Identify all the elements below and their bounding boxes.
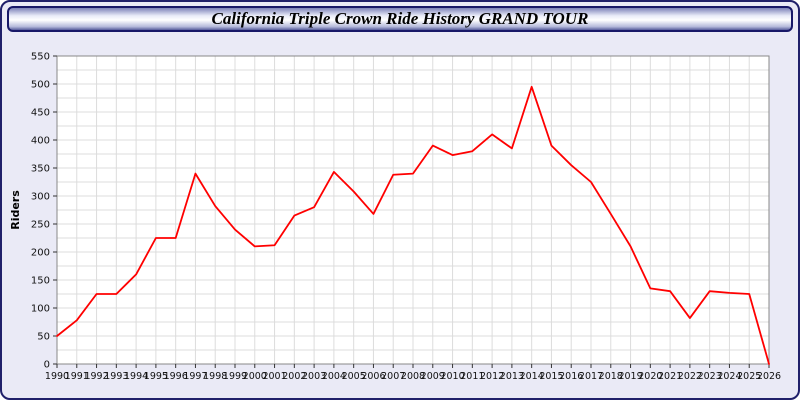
- x-tick-label: 1995: [144, 371, 168, 382]
- x-tick-label: 2016: [559, 371, 583, 382]
- x-tick-label: 2020: [638, 371, 662, 382]
- y-tick-label: 250: [31, 220, 50, 231]
- x-tick-label: 2025: [737, 371, 761, 382]
- x-tick-label: 2001: [262, 371, 286, 382]
- x-tick-label: 2011: [460, 371, 484, 382]
- x-tick-label: 1997: [183, 371, 207, 382]
- y-tick-label: 500: [31, 80, 50, 91]
- x-tick-label: 2024: [717, 371, 741, 382]
- x-tick-label: 2018: [599, 371, 623, 382]
- page-title: California Triple Crown Ride History GRA…: [211, 9, 589, 28]
- x-tick-label: 2021: [658, 371, 682, 382]
- x-tick-label: 1991: [65, 371, 89, 382]
- y-tick-label: 350: [31, 164, 50, 175]
- riders-line-series: [56, 85, 770, 365]
- chart-area: 0 50 100 150 200 250 300 350 400 450 500 550 1990 199…: [2, 40, 798, 396]
- x-tick-label: 2003: [302, 371, 326, 382]
- x-tick-label: 2007: [381, 371, 405, 382]
- x-tick-label: 2002: [282, 371, 306, 382]
- line-chart: 0501001502002503003504004505005501990199…: [9, 52, 781, 383]
- x-tick-label: 2013: [500, 371, 524, 382]
- x-tick-label: 1998: [203, 371, 227, 382]
- x-tick-label: 2017: [579, 371, 603, 382]
- x-tick-label: 2006: [361, 371, 385, 382]
- y-tick-label: 0: [44, 360, 50, 371]
- x-tick-label: 2019: [618, 371, 642, 382]
- y-tick-label: 200: [31, 248, 50, 259]
- x-tick-label: 2014: [520, 371, 544, 382]
- y-axis-label: Riders: [9, 190, 22, 230]
- x-tick-label: 2004: [322, 371, 346, 382]
- y-tick-label: 100: [31, 304, 50, 315]
- x-tick-label: 1992: [84, 371, 108, 382]
- title-bar: California Triple Crown Ride History GRA…: [7, 6, 793, 32]
- x-tick-label: 2015: [539, 371, 563, 382]
- x-tick-label: 2022: [678, 371, 702, 382]
- y-tick-label: 400: [31, 136, 50, 147]
- y-tick-label: 150: [31, 276, 50, 287]
- x-tick-label: 2012: [480, 371, 504, 382]
- y-tick-label: 300: [31, 192, 50, 203]
- x-tick-label: 2026: [757, 371, 781, 382]
- x-tick-label: 2009: [421, 371, 445, 382]
- x-tick-label: 2010: [440, 371, 464, 382]
- x-tick-label: 1994: [124, 371, 148, 382]
- y-tick-label: 550: [31, 52, 50, 63]
- x-tick-label: 1993: [104, 371, 128, 382]
- x-tick-label: 2023: [698, 371, 722, 382]
- x-tick-label: 1999: [223, 371, 247, 382]
- x-tick-label: 2005: [342, 371, 366, 382]
- y-tick-label: 450: [31, 108, 50, 119]
- x-tick-label: 1996: [164, 371, 188, 382]
- y-tick-label: 50: [37, 332, 50, 343]
- x-tick-label: 2000: [243, 371, 267, 382]
- x-tick-label: 2008: [401, 371, 425, 382]
- x-tick-label: 1990: [45, 371, 69, 382]
